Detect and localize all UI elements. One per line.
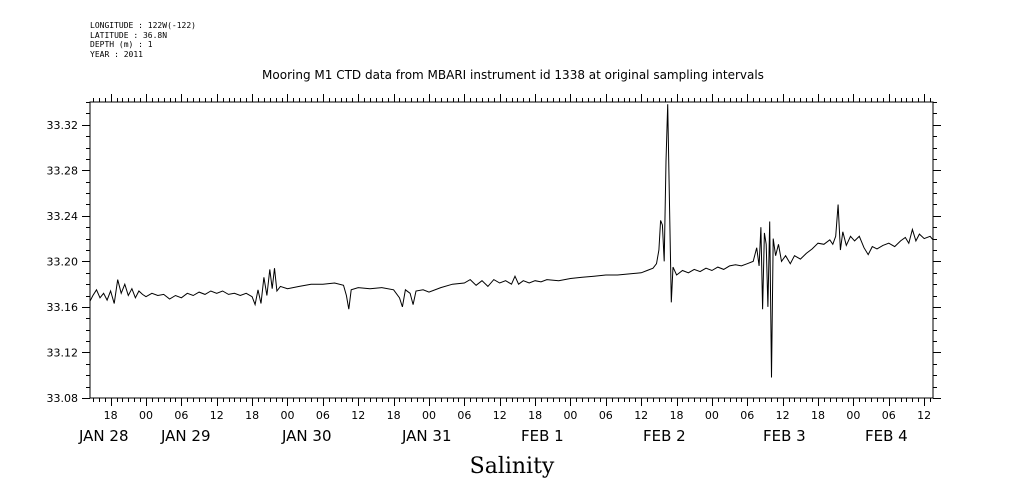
- x-day-label: FEB 3: [763, 427, 806, 445]
- x-tick-label: 18: [387, 409, 401, 422]
- x-tick-label: 06: [882, 409, 896, 422]
- plot-frame: [89, 101, 934, 399]
- x-tick-label: 00: [705, 409, 719, 422]
- depth-label: DEPTH (m) : 1: [90, 40, 153, 50]
- x-tick-label: 12: [351, 409, 365, 422]
- y-tick-label: 33.16: [47, 301, 79, 314]
- chart-title: Mooring M1 CTD data from MBARI instrumen…: [262, 68, 764, 82]
- y-tick-label: 33.08: [47, 392, 79, 405]
- longitude-label: LONGITUDE : 122W(-122): [90, 21, 196, 30]
- x-day-label: FEB 1: [521, 427, 564, 445]
- x-day-label: FEB 4: [865, 427, 908, 445]
- x-tick-label: 00: [422, 409, 436, 422]
- salinity-series-line: [89, 104, 934, 378]
- x-tick-label: 12: [493, 409, 507, 422]
- y-tick-label: 33.32: [47, 119, 79, 132]
- x-tick-label: 18: [104, 409, 118, 422]
- x-tick-label: 06: [174, 409, 188, 422]
- y-tick-label: 33.24: [47, 210, 79, 223]
- x-tick-label: 18: [245, 409, 259, 422]
- x-tick-label: 00: [846, 409, 860, 422]
- x-tick-label: 18: [528, 409, 542, 422]
- x-tick-label: 12: [634, 409, 648, 422]
- x-day-label: JAN 28: [78, 427, 129, 445]
- x-tick-label: 18: [670, 409, 684, 422]
- metadata-block: LONGITUDE : 122W(-122) LATITUDE : 36.8N …: [90, 21, 196, 59]
- x-day-label: JAN 31: [401, 427, 452, 445]
- y-tick-label: 33.12: [47, 346, 79, 359]
- x-tick-label: 06: [457, 409, 471, 422]
- variable-label: Salinity: [469, 454, 555, 479]
- year-label: YEAR : 2011: [90, 49, 143, 59]
- x-tick-label: 06: [316, 409, 330, 422]
- x-tick-label: 06: [599, 409, 613, 422]
- x-tick-label: 00: [280, 409, 294, 422]
- x-day-label: JAN 29: [160, 427, 211, 445]
- x-tick-label: 12: [210, 409, 224, 422]
- x-day-label: FEB 2: [643, 427, 686, 445]
- x-tick-label: 00: [563, 409, 577, 422]
- x-tick-label: 00: [139, 409, 153, 422]
- x-tick-label: 06: [740, 409, 754, 422]
- x-tick-label: 12: [917, 409, 931, 422]
- x-day-label: JAN 30: [281, 427, 332, 445]
- x-tick-label: 12: [776, 409, 790, 422]
- latitude-label: LATITUDE : 36.8N: [90, 30, 168, 40]
- y-tick-label: 33.28: [47, 164, 79, 177]
- y-tick-label: 33.20: [47, 255, 79, 268]
- x-tick-label: 18: [811, 409, 825, 422]
